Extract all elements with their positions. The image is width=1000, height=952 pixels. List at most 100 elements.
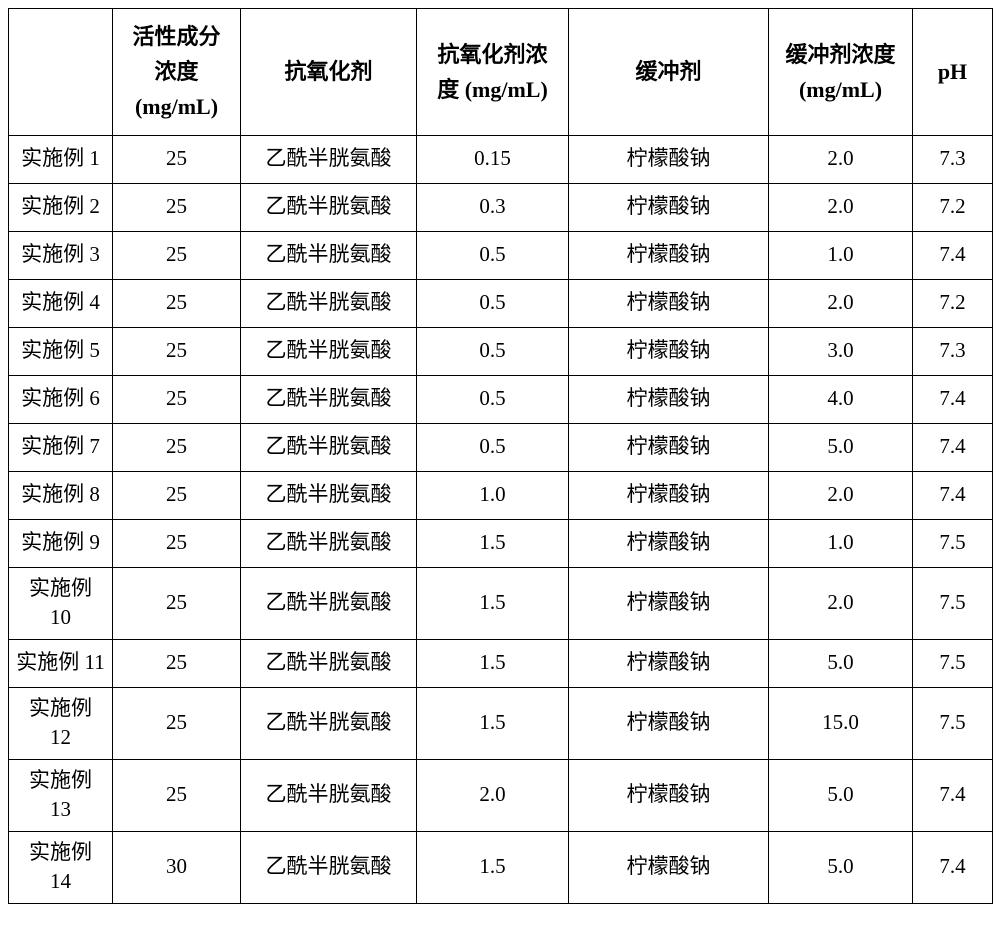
cell-active-conc: 25 xyxy=(113,687,241,759)
cell-active-conc: 25 xyxy=(113,519,241,567)
cell-antiox-conc: 1.5 xyxy=(417,639,569,687)
cell-ph: 7.3 xyxy=(913,135,993,183)
cell-antioxidant: 乙酰半胱氨酸 xyxy=(241,183,417,231)
cell-buffer-conc: 2.0 xyxy=(769,471,913,519)
cell-antioxidant: 乙酰半胱氨酸 xyxy=(241,279,417,327)
cell-ph: 7.4 xyxy=(913,231,993,279)
cell-buffer-conc: 2.0 xyxy=(769,279,913,327)
cell-buffer-conc: 5.0 xyxy=(769,759,913,831)
cell-antiox-conc: 0.5 xyxy=(417,231,569,279)
cell-antiox-conc: 0.5 xyxy=(417,327,569,375)
cell-buffer: 柠檬酸钠 xyxy=(569,831,769,903)
table-row: 实施例 825乙酰半胱氨酸1.0柠檬酸钠2.07.4 xyxy=(9,471,993,519)
cell-antiox-conc: 1.5 xyxy=(417,687,569,759)
table-row: 实施例1025乙酰半胱氨酸1.5柠檬酸钠2.07.5 xyxy=(9,567,993,639)
cell-antioxidant: 乙酰半胱氨酸 xyxy=(241,567,417,639)
cell-buffer: 柠檬酸钠 xyxy=(569,471,769,519)
header-buffer: 缓冲剂 xyxy=(569,9,769,136)
cell-antioxidant: 乙酰半胱氨酸 xyxy=(241,327,417,375)
row-label: 实施例 6 xyxy=(9,375,113,423)
cell-buffer: 柠檬酸钠 xyxy=(569,759,769,831)
table-row: 实施例1430乙酰半胱氨酸1.5柠檬酸钠5.07.4 xyxy=(9,831,993,903)
cell-active-conc: 25 xyxy=(113,423,241,471)
row-label: 实施例 5 xyxy=(9,327,113,375)
cell-buffer: 柠檬酸钠 xyxy=(569,231,769,279)
cell-buffer-conc: 4.0 xyxy=(769,375,913,423)
cell-antiox-conc: 1.0 xyxy=(417,471,569,519)
table-row: 实施例 725乙酰半胱氨酸0.5柠檬酸钠5.07.4 xyxy=(9,423,993,471)
table-row: 实施例 925乙酰半胱氨酸1.5柠檬酸钠1.07.5 xyxy=(9,519,993,567)
cell-antiox-conc: 0.15 xyxy=(417,135,569,183)
cell-antioxidant: 乙酰半胱氨酸 xyxy=(241,135,417,183)
header-antiox-conc: 抗氧化剂浓度 (mg/mL) xyxy=(417,9,569,136)
cell-ph: 7.4 xyxy=(913,375,993,423)
cell-active-conc: 30 xyxy=(113,831,241,903)
row-label: 实施例10 xyxy=(9,567,113,639)
cell-buffer: 柠檬酸钠 xyxy=(569,687,769,759)
cell-antioxidant: 乙酰半胱氨酸 xyxy=(241,375,417,423)
cell-buffer-conc: 5.0 xyxy=(769,423,913,471)
row-label: 实施例12 xyxy=(9,687,113,759)
cell-active-conc: 25 xyxy=(113,279,241,327)
cell-buffer-conc: 2.0 xyxy=(769,183,913,231)
table-row: 实施例 125乙酰半胱氨酸0.15柠檬酸钠2.07.3 xyxy=(9,135,993,183)
row-label: 实施例 9 xyxy=(9,519,113,567)
cell-buffer-conc: 5.0 xyxy=(769,639,913,687)
cell-buffer: 柠檬酸钠 xyxy=(569,423,769,471)
cell-buffer: 柠檬酸钠 xyxy=(569,183,769,231)
cell-antioxidant: 乙酰半胱氨酸 xyxy=(241,759,417,831)
row-label: 实施例13 xyxy=(9,759,113,831)
cell-antiox-conc: 0.5 xyxy=(417,423,569,471)
header-ph: pH xyxy=(913,9,993,136)
row-label: 实施例 11 xyxy=(9,639,113,687)
cell-buffer: 柠檬酸钠 xyxy=(569,519,769,567)
cell-buffer-conc: 5.0 xyxy=(769,831,913,903)
cell-antiox-conc: 2.0 xyxy=(417,759,569,831)
cell-antioxidant: 乙酰半胱氨酸 xyxy=(241,423,417,471)
cell-ph: 7.5 xyxy=(913,639,993,687)
cell-antioxidant: 乙酰半胱氨酸 xyxy=(241,639,417,687)
cell-antiox-conc: 0.5 xyxy=(417,375,569,423)
table-row: 实施例 325乙酰半胱氨酸0.5柠檬酸钠1.07.4 xyxy=(9,231,993,279)
cell-antiox-conc: 1.5 xyxy=(417,567,569,639)
cell-buffer: 柠檬酸钠 xyxy=(569,567,769,639)
cell-active-conc: 25 xyxy=(113,375,241,423)
row-label: 实施例 7 xyxy=(9,423,113,471)
cell-buffer-conc: 15.0 xyxy=(769,687,913,759)
cell-antioxidant: 乙酰半胱氨酸 xyxy=(241,471,417,519)
table-row: 实施例1225乙酰半胱氨酸1.5柠檬酸钠15.07.5 xyxy=(9,687,993,759)
table-row: 实施例 625乙酰半胱氨酸0.5柠檬酸钠4.07.4 xyxy=(9,375,993,423)
cell-buffer-conc: 2.0 xyxy=(769,135,913,183)
table-header: 活性成分浓度(mg/mL) 抗氧化剂 抗氧化剂浓度 (mg/mL) 缓冲剂 缓冲… xyxy=(9,9,993,136)
cell-active-conc: 25 xyxy=(113,639,241,687)
cell-active-conc: 25 xyxy=(113,567,241,639)
cell-buffer: 柠檬酸钠 xyxy=(569,639,769,687)
header-blank xyxy=(9,9,113,136)
cell-active-conc: 25 xyxy=(113,183,241,231)
cell-buffer: 柠檬酸钠 xyxy=(569,327,769,375)
cell-ph: 7.3 xyxy=(913,327,993,375)
cell-active-conc: 25 xyxy=(113,135,241,183)
cell-buffer-conc: 1.0 xyxy=(769,519,913,567)
cell-ph: 7.5 xyxy=(913,519,993,567)
cell-antiox-conc: 0.3 xyxy=(417,183,569,231)
cell-buffer-conc: 1.0 xyxy=(769,231,913,279)
table-row: 实施例 525乙酰半胱氨酸0.5柠檬酸钠3.07.3 xyxy=(9,327,993,375)
cell-antioxidant: 乙酰半胱氨酸 xyxy=(241,687,417,759)
table-row: 实施例 1125乙酰半胱氨酸1.5柠檬酸钠5.07.5 xyxy=(9,639,993,687)
cell-active-conc: 25 xyxy=(113,231,241,279)
cell-buffer-conc: 3.0 xyxy=(769,327,913,375)
row-label: 实施例14 xyxy=(9,831,113,903)
table-row: 实施例1325乙酰半胱氨酸2.0柠檬酸钠5.07.4 xyxy=(9,759,993,831)
table-row: 实施例 225乙酰半胱氨酸0.3柠檬酸钠2.07.2 xyxy=(9,183,993,231)
cell-buffer: 柠檬酸钠 xyxy=(569,375,769,423)
cell-active-conc: 25 xyxy=(113,471,241,519)
cell-ph: 7.4 xyxy=(913,759,993,831)
row-label: 实施例 8 xyxy=(9,471,113,519)
header-buffer-conc: 缓冲剂浓度(mg/mL) xyxy=(769,9,913,136)
row-label: 实施例 1 xyxy=(9,135,113,183)
cell-buffer-conc: 2.0 xyxy=(769,567,913,639)
cell-active-conc: 25 xyxy=(113,759,241,831)
table-row: 实施例 425乙酰半胱氨酸0.5柠檬酸钠2.07.2 xyxy=(9,279,993,327)
cell-antioxidant: 乙酰半胱氨酸 xyxy=(241,231,417,279)
